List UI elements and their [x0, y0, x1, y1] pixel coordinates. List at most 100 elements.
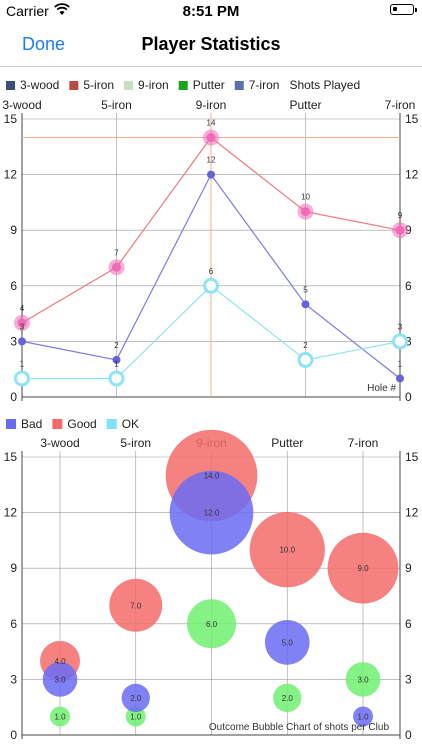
data-point [14, 370, 30, 387]
line-chart-legend: 3-wood 5-iron 9-iron Putter 7-iron Shots Play… [6, 78, 360, 92]
y-tick-label-right: 15 [405, 450, 419, 464]
y-tick-label-right: 12 [405, 506, 419, 520]
bubble [121, 683, 150, 713]
bubble [264, 619, 310, 665]
bubble [353, 706, 373, 727]
x-tick-label: 7-iron [385, 98, 416, 112]
data-point [207, 170, 215, 179]
charts-area: 3-wood 5-iron 9-iron Putter 7-iron Shots Play… [2, 78, 419, 742]
bubble-label: 10.0 [279, 546, 295, 555]
y-tick-label-right: 3 [405, 672, 412, 686]
bubble [327, 532, 399, 604]
bubble [187, 599, 236, 649]
legend-swatch [234, 81, 244, 90]
data-label: 2 [303, 341, 308, 350]
bubble-label: 6.0 [206, 620, 218, 629]
data-label: 6 [209, 267, 214, 276]
data-point [203, 277, 219, 294]
x-tick-label: 3-wood [2, 98, 41, 112]
y-tick-label-left: 6 [10, 617, 17, 631]
y-tick-label-left: 3 [10, 334, 17, 348]
bubble-chart-legend: Bad Good OK [6, 417, 139, 431]
y-tick-label-left: 12 [4, 506, 18, 520]
bubble [125, 706, 146, 727]
chart-annotation: Outcome Bubble Chart of shots per Club [209, 722, 390, 733]
wifi-icon [54, 3, 70, 15]
x-tick-label: 5-iron [101, 98, 132, 112]
x-tick-label: Putter [289, 98, 321, 112]
bubble [50, 706, 70, 727]
bubble [169, 470, 254, 555]
legend-label: Good [67, 417, 96, 431]
legend-label: OK [122, 417, 139, 431]
y-tick-label-right: 9 [405, 223, 412, 237]
bubble-label: 2.0 [130, 694, 142, 703]
y-tick-label-right: 12 [405, 168, 419, 182]
y-tick-label-right: 6 [405, 279, 412, 293]
data-label: 7 [114, 248, 119, 257]
x-tick-label: Putter [271, 436, 303, 450]
y-tick-label-left: 0 [10, 390, 17, 404]
legend-label: Shots Played [289, 78, 360, 92]
y-tick-label-left: 15 [4, 450, 18, 464]
data-label: 5 [303, 285, 308, 294]
data-point [112, 355, 121, 364]
legend-swatch [52, 419, 63, 429]
bubble-label: 3.0 [357, 675, 369, 684]
y-tick-label-right: 0 [405, 728, 412, 742]
data-point [18, 337, 26, 346]
bubble-label: 4.0 [54, 657, 66, 666]
y-tick-label-right: 15 [405, 112, 419, 126]
data-point [112, 262, 121, 272]
data-label: 3 [20, 322, 25, 331]
bubble [345, 662, 381, 697]
data-label: 10 [301, 193, 310, 202]
data-point [301, 300, 310, 309]
navigation-bar: Done Player Statistics [0, 22, 422, 67]
data-label: 14 [207, 119, 216, 128]
data-label: 2 [114, 341, 119, 350]
y-tick-label-left: 12 [4, 168, 18, 182]
y-tick-label-right: 3 [405, 334, 412, 348]
page-title: Player Statistics [141, 34, 281, 54]
data-label: 1 [20, 359, 25, 368]
bubble [249, 512, 325, 588]
y-tick-label-left: 15 [4, 112, 18, 126]
data-label: 1 [398, 359, 403, 368]
y-tick-label-left: 0 [10, 728, 17, 742]
data-label: 3 [398, 322, 403, 331]
data-point [108, 370, 125, 387]
legend-swatch [6, 419, 16, 429]
data-point [17, 318, 27, 328]
done-button[interactable]: Done [22, 34, 66, 54]
x-tick-label: 5-iron [120, 436, 151, 450]
data-point [206, 133, 216, 143]
legend-label: 9-iron [138, 78, 169, 92]
data-label: 1 [114, 359, 119, 368]
data-label: 9 [398, 211, 403, 220]
x-tick-label: 7-iron [348, 436, 379, 450]
bubble [42, 662, 78, 697]
data-point [301, 207, 310, 217]
bubble-label: 1.0 [130, 712, 142, 721]
bubble [273, 683, 302, 713]
clock: 8:51 PM [182, 3, 240, 20]
data-point [297, 351, 314, 368]
legend-label: 3-wood [20, 78, 59, 92]
legend-label: Bad [21, 417, 42, 431]
bubble-label: 12.0 [204, 509, 220, 518]
y-tick-label-left: 3 [10, 672, 17, 686]
bubble-label: 3.0 [54, 675, 66, 684]
legend-swatch [178, 81, 188, 90]
bubble-label: 2.0 [282, 694, 294, 703]
y-tick-label-left: 9 [10, 223, 17, 237]
bubble [109, 578, 163, 632]
bubble-label: 9.0 [357, 564, 369, 573]
y-tick-label-left: 6 [10, 279, 17, 293]
legend-label: 5-iron [83, 78, 114, 92]
y-tick-label-right: 0 [405, 390, 412, 404]
data-label: 4 [20, 304, 25, 313]
x-tick-label: 3-wood [40, 436, 79, 450]
bubble-label: 7.0 [130, 601, 142, 610]
